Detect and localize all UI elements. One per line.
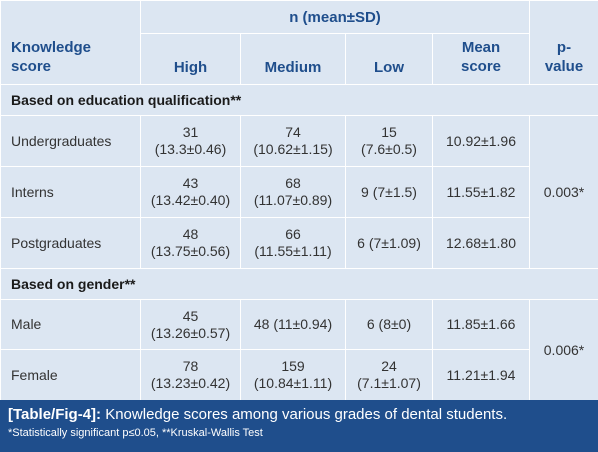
cell-low: 6 (8±0) (345, 299, 433, 350)
cell-high: 48 (13.75±0.56) (140, 217, 241, 269)
cell-mean: 10.92±1.96 (431, 115, 531, 167)
cell-low: 24 (7.1±1.07) (345, 349, 433, 401)
knowledge-score-table: Knowledge score n (mean±SD) p-value High… (0, 0, 598, 401)
cell-medium: 68 (11.07±0.89) (240, 166, 346, 218)
group-header: n (mean±SD) (139, 0, 531, 34)
row-label: Postgraduates (0, 217, 141, 269)
col-header-low: Low (345, 33, 433, 85)
p-value-header-label: p-value (544, 39, 584, 75)
col-header-mean: Mean score (431, 33, 531, 85)
cell-mean: 11.85±1.66 (431, 299, 531, 350)
caption-text: Knowledge scores among various grades of… (101, 406, 508, 423)
cell-medium: 74 (10.62±1.15) (240, 115, 346, 167)
col-header-high: High (140, 33, 241, 85)
table-caption: [Table/Fig-4]: Knowledge scores among va… (0, 400, 598, 452)
row-label: Undergraduates (0, 115, 141, 167)
col-header-mean-label: Mean score (460, 39, 502, 75)
caption-tag: [Table/Fig-4]: (8, 406, 102, 423)
section-title-gender: Based on gender** (0, 268, 598, 300)
caption-footnote: *Statistically significant p≤0.05, **Kru… (8, 427, 263, 439)
cell-mean: 11.21±1.94 (431, 349, 531, 401)
row-header-cell: Knowledge score (0, 0, 141, 85)
caption-line: [Table/Fig-4]: Knowledge scores among va… (8, 405, 590, 425)
cell-low: 6 (7±1.09) (345, 217, 433, 269)
col-header-medium: Medium (240, 33, 346, 85)
p-value-education: 0.003* (529, 115, 598, 269)
cell-high: 31 (13.3±0.46) (140, 115, 241, 167)
row-label: Interns (0, 166, 141, 218)
row-header-label: Knowledge score (11, 39, 92, 75)
cell-medium: 48 (11±0.94) (240, 299, 346, 350)
row-label: Male (0, 299, 141, 350)
cell-low: 9 (7±1.5) (345, 166, 433, 218)
section-title-education: Based on education qualification** (0, 84, 598, 116)
cell-high: 78 (13.23±0.42) (140, 349, 241, 401)
row-label: Female (0, 349, 141, 401)
cell-mean: 11.55±1.82 (431, 166, 531, 218)
cell-medium: 66 (11.55±1.11) (240, 217, 346, 269)
cell-mean: 12.68±1.80 (431, 217, 531, 269)
cell-high: 43 (13.42±0.40) (140, 166, 241, 218)
cell-medium: 159 (10.84±1.11) (240, 349, 346, 401)
p-value-header: p-value (529, 0, 598, 85)
cell-low: 15 (7.6±0.5) (345, 115, 433, 167)
p-value-gender: 0.006* (529, 299, 598, 401)
cell-high: 45 (13.26±0.57) (140, 299, 241, 350)
